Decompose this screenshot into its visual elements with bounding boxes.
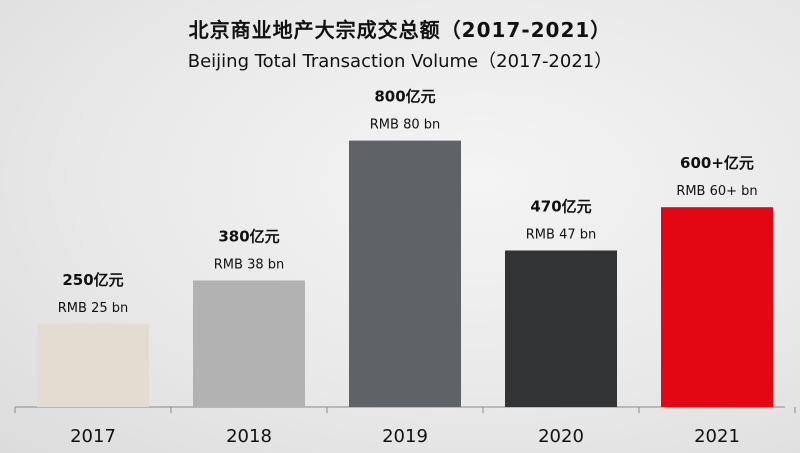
chart-title: 北京商业地产大宗成交总额（2017-2021）: [188, 18, 612, 42]
data-label-cn: 380亿元: [218, 227, 279, 245]
chart-subtitle: Beijing Total Transaction Volume（2017-20…: [187, 51, 613, 72]
x-tick-label: 2019: [382, 426, 428, 447]
x-tick-label: 2021: [694, 426, 740, 447]
x-tick-label: 2020: [538, 426, 584, 447]
data-label-cn: 470亿元: [530, 197, 591, 215]
data-label-en: RMB 25 bn: [58, 301, 128, 316]
bar-2020: [505, 250, 617, 407]
data-label-en: RMB 47 bn: [526, 227, 596, 242]
data-label-cn: 800亿元: [374, 88, 435, 106]
x-tick-label: 2017: [70, 426, 116, 447]
data-label-en: RMB 80 bn: [370, 118, 440, 133]
data-label-cn: 250亿元: [62, 271, 123, 289]
bar-2017: [37, 323, 149, 407]
bar-2021: [661, 207, 773, 407]
x-tick-label: 2018: [226, 426, 272, 447]
bar-2019: [349, 140, 461, 407]
data-label-en: RMB 60+ bn: [676, 184, 757, 199]
data-label-en: RMB 38 bn: [214, 257, 284, 272]
data-label-cn: 600+亿元: [680, 154, 754, 172]
bar-2018: [193, 280, 305, 407]
